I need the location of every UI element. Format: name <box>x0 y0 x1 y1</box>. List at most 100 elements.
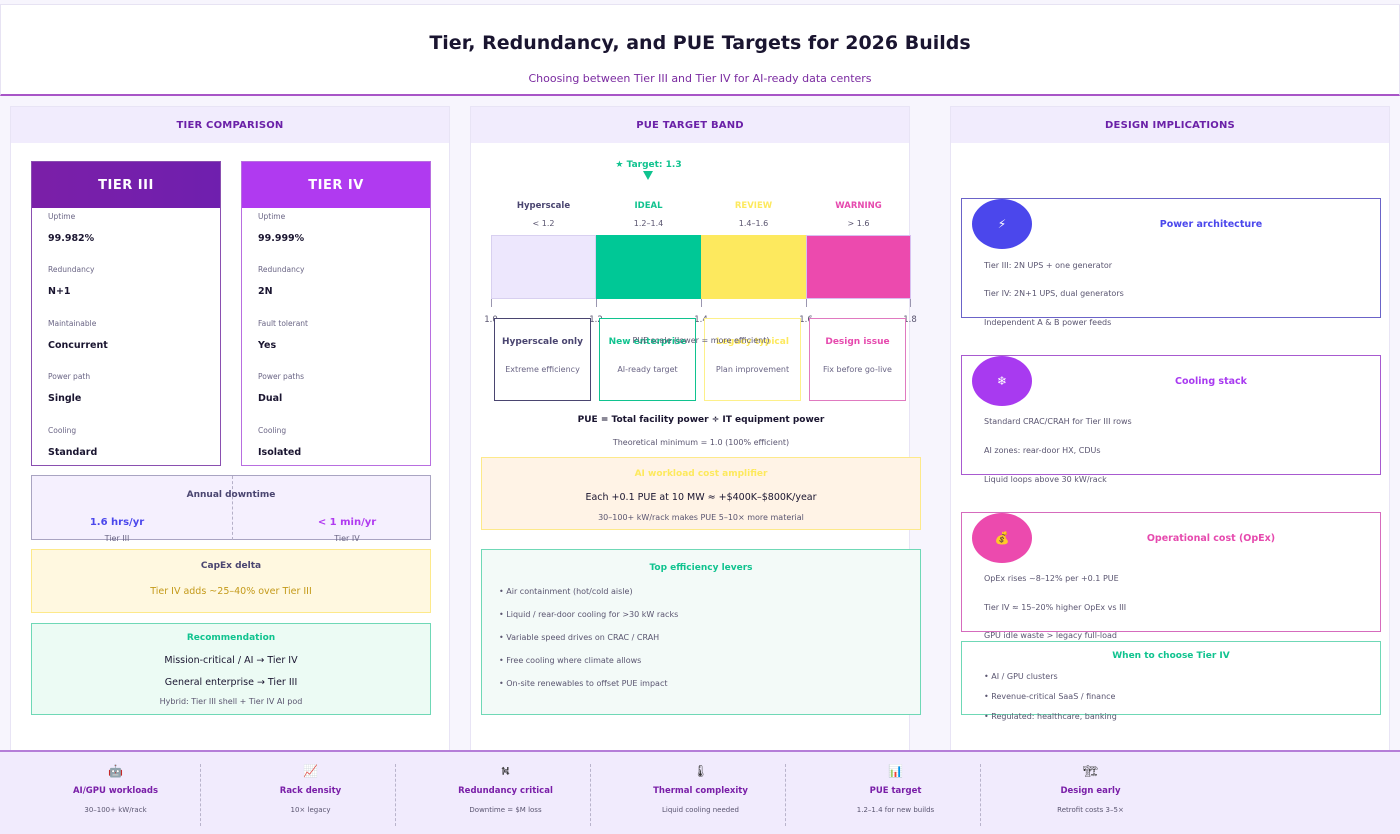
tier-3-downtime-label: Tier III <box>104 534 130 543</box>
tier-4-heading: TIER IV <box>242 162 430 208</box>
footer-divider <box>590 764 591 826</box>
target-arrow-icon <box>643 171 653 180</box>
cooling-stack-card: ❄ Cooling stack Standard CRAC/CRAH for T… <box>961 355 1381 484</box>
power-line: Independent A & B power feeds <box>984 318 1112 327</box>
opex-card: 💰 Operational cost (OpEx) OpEx rises ~8–… <box>961 512 1381 640</box>
pue-theoretical-min: Theoretical minimum = 1.0 (100% efficien… <box>612 438 790 447</box>
footer-divider <box>395 764 396 826</box>
construction-icon: 🏗 <box>1082 764 1099 778</box>
axis-tick-label: 1.0 <box>484 315 498 325</box>
recommendation-title: Recommendation <box>186 633 276 643</box>
footer-item-pue-target: 📊 PUE target 1.2–1.4 for new builds <box>798 752 993 834</box>
money-bag-icon: 💰 <box>972 513 1032 563</box>
axis-tick-label: 1.2 <box>589 315 603 325</box>
band-segment-ideal <box>596 235 701 299</box>
header: Tier, Redundancy, and PUE Targets for 20… <box>0 4 1400 96</box>
tier-3-row-redundancy: Redundancy N+1 <box>48 265 95 297</box>
axis-tick-label: 1.8 <box>903 315 917 325</box>
axis-tick-label: 1.4 <box>694 315 708 325</box>
tier-3-row-uptime: Uptime 99.982% <box>48 212 95 244</box>
tier-3-row-cooling: Cooling Standard <box>48 426 98 458</box>
pue-formula: PUE = Total facility power ÷ IT equipmen… <box>577 415 825 425</box>
tier-4-row-uptime: Uptime 99.999% <box>258 212 305 244</box>
category-hyperscale-only: Hyperscale only Extreme efficiency <box>494 318 591 401</box>
tier-4-row-redundancy: Redundancy 2N <box>258 265 305 297</box>
amplifier-line-2: 30–100+ kW/rack makes PUE 5–10× more mat… <box>598 513 804 522</box>
capex-title: CapEx delta <box>200 561 262 571</box>
footer-item-rack-density: 📈 Rack density 10× legacy <box>213 752 408 834</box>
tier-3-card: TIER III Uptime 99.982% Redundancy N+1 M… <box>31 161 221 466</box>
tier-3-downtime: 1.6 hrs/yr <box>89 517 145 528</box>
downtime-title: Annual downtime <box>186 490 276 500</box>
lever-item: • Free cooling where climate allows <box>499 656 642 665</box>
lightning-icon: ⚡ <box>972 199 1032 249</box>
axis-tick-label: 1.6 <box>799 315 813 325</box>
downtime-divider <box>232 476 233 540</box>
snowflake-icon: ❄ <box>972 356 1032 406</box>
recommendation-line-2: General enterprise → Tier III <box>164 677 298 688</box>
band-segment-hyperscale <box>491 235 596 299</box>
segment-label-ideal: IDEAL <box>634 201 663 211</box>
design-implications-panel: DESIGN IMPLICATIONS ⚡ Power architecture… <box>950 106 1390 756</box>
footer-summary-bar: 🤖 AI/GPU workloads 30–100+ kW/rack 📈 Rac… <box>0 750 1400 834</box>
tier-3-row-power-path: Power path Single <box>48 372 91 404</box>
category-design-issue: Design issue Fix before go-live <box>809 318 906 401</box>
cooling-line: AI zones: rear-door HX, CDUs <box>984 446 1101 455</box>
bar-chart-icon: 📊 <box>888 764 903 778</box>
segment-range-hyperscale: < 1.2 <box>532 219 555 228</box>
pue-target-marker-label: ★ Target: 1.3 <box>615 160 682 170</box>
axis-tick <box>806 299 807 307</box>
when-tier-4-item: • Revenue-critical SaaS / finance <box>984 692 1116 701</box>
footer-divider <box>980 764 981 826</box>
chart-up-icon: 📈 <box>303 764 318 778</box>
thermometer-icon: 🌡 <box>692 764 709 778</box>
opex-title: Operational cost (OpEx) <box>1146 533 1276 544</box>
levers-title: Top efficiency levers <box>649 563 753 573</box>
cooling-line: Standard CRAC/CRAH for Tier III rows <box>984 417 1132 426</box>
panel-title: DESIGN IMPLICATIONS <box>951 107 1389 143</box>
tier-4-downtime-label: Tier IV <box>334 534 360 543</box>
tier-4-row-cooling: Cooling Isolated <box>258 426 302 458</box>
tier-4-row-fault-tolerant: Fault tolerant Yes <box>258 319 308 351</box>
tier-4-row-power-paths: Power paths Dual <box>258 372 305 404</box>
plug-icon: ⛕ <box>501 764 510 778</box>
footer-divider <box>785 764 786 826</box>
lever-item: • Variable speed drives on CRAC / CRAH <box>499 633 660 642</box>
power-architecture-title: Power architecture <box>1159 219 1263 230</box>
footer-item-thermal: 🌡 Thermal complexity Liquid cooling need… <box>603 752 798 834</box>
opex-line: OpEx rises ~8–12% per +0.1 PUE <box>984 574 1119 583</box>
when-tier-4-item: • AI / GPU clusters <box>984 672 1058 681</box>
category-legacy-typical: Legacy typical Plan improvement <box>704 318 801 401</box>
panel-title: PUE TARGET BAND <box>471 107 909 143</box>
segment-range-warning: > 1.6 <box>847 219 870 228</box>
opex-line: GPU idle waste > legacy full-load <box>984 631 1117 640</box>
segment-label-hyperscale: Hyperscale <box>516 201 571 211</box>
segment-range-ideal: 1.2–1.4 <box>633 219 664 228</box>
cooling-stack-title: Cooling stack <box>1175 376 1247 387</box>
tier-3-heading: TIER III <box>32 162 220 208</box>
axis-tick <box>910 299 911 307</box>
opex-line: Tier IV ≈ 15–20% higher OpEx vs III <box>984 603 1127 612</box>
footer-item-design-early: 🏗 Design early Retrofit costs 3–5× <box>993 752 1188 834</box>
footer-item-redundancy: ⛕ Redundancy critical Downtime = $M loss <box>408 752 603 834</box>
efficiency-levers-box: Top efficiency levers • Air containment … <box>481 549 921 715</box>
when-tier-4-title: When to choose Tier IV <box>1112 651 1230 661</box>
page-subtitle: Choosing between Tier III and Tier IV fo… <box>528 72 872 85</box>
ai-cost-amplifier-box: AI workload cost amplifier Each +0.1 PUE… <box>481 457 921 530</box>
recommendation-box: Recommendation Mission-critical / AI → T… <box>31 623 431 715</box>
axis-label: PUE scale (lower = more efficient) <box>632 336 770 345</box>
recommendation-note: Hybrid: Tier III shell + Tier IV AI pod <box>159 697 303 706</box>
footer-divider <box>200 764 201 826</box>
band-segment-warning <box>806 235 911 299</box>
tier-4-card: TIER IV Uptime 99.999% Redundancy 2N Fau… <box>241 161 431 466</box>
axis-tick <box>701 299 702 307</box>
recommendation-line-1: Mission-critical / AI → Tier IV <box>164 655 298 666</box>
lever-item: • Air containment (hot/cold aisle) <box>499 587 633 596</box>
segment-label-warning: WARNING <box>835 201 882 211</box>
tier-3-row-maintainable: Maintainable Concurrent <box>48 319 108 351</box>
axis-tick <box>491 299 492 307</box>
panel-title: TIER COMPARISON <box>11 107 449 143</box>
when-tier-4-item: • Regulated: healthcare, banking <box>984 712 1117 721</box>
power-line: Tier III: 2N UPS + one generator <box>984 261 1113 270</box>
